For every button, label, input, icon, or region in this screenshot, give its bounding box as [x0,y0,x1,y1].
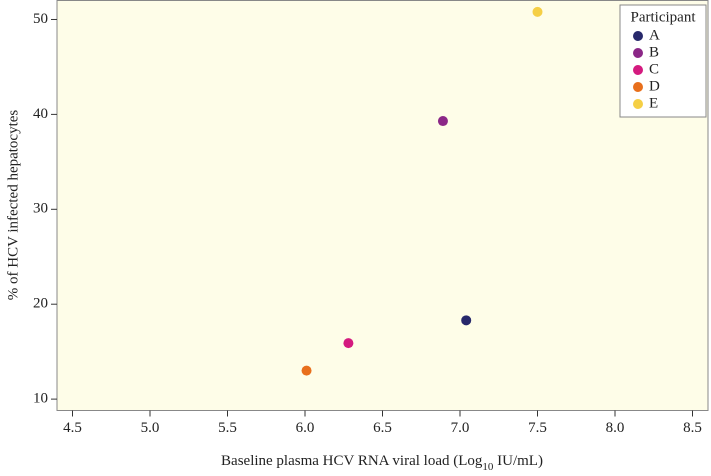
x-tick-label: 7.5 [528,420,547,436]
point [343,338,354,349]
x-label-main: Baseline plasma HCV RNA viral load (Log [221,453,483,469]
x-label-sub: 10 [482,461,494,473]
y-tick-label: 40 [33,106,48,122]
legend-title: Participant [631,9,697,25]
legend-box [619,4,707,118]
point [461,315,472,326]
y-axis-label: % of HCV infected hepatocytes [5,110,21,301]
point [532,6,543,17]
x-tick-label: 4.5 [63,420,82,436]
y-tick-label: 20 [33,296,48,312]
x-tick-label: 5.0 [141,420,160,436]
y-tick-label: 50 [33,11,48,27]
legend-marker [633,31,643,41]
legend-marker [633,82,643,92]
legend-marker [633,48,643,58]
x-tick-label: 8.0 [606,420,625,436]
legend-label: A [649,27,660,43]
legend-marker [633,65,643,75]
x-tick-label: 8.5 [683,420,702,436]
x-tick-label: 6.0 [296,420,315,436]
legend-label: D [649,78,660,94]
x-label-end: IU/mL) [493,453,543,469]
legend-label: B [649,44,659,60]
point [437,116,448,127]
point [301,365,312,376]
x-tick-label: 6.5 [373,420,392,436]
x-axis-label: Baseline plasma HCV RNA viral load (Log1… [221,453,543,472]
legend-marker [633,99,643,109]
x-tick-label: 5.5 [218,420,237,436]
plot-area [56,0,709,411]
legend-label: C [649,61,659,77]
y-tick-label: 10 [33,391,48,407]
legend-label: E [649,95,658,111]
x-tick-label: 7.0 [451,420,470,436]
y-tick-label: 30 [33,201,48,217]
